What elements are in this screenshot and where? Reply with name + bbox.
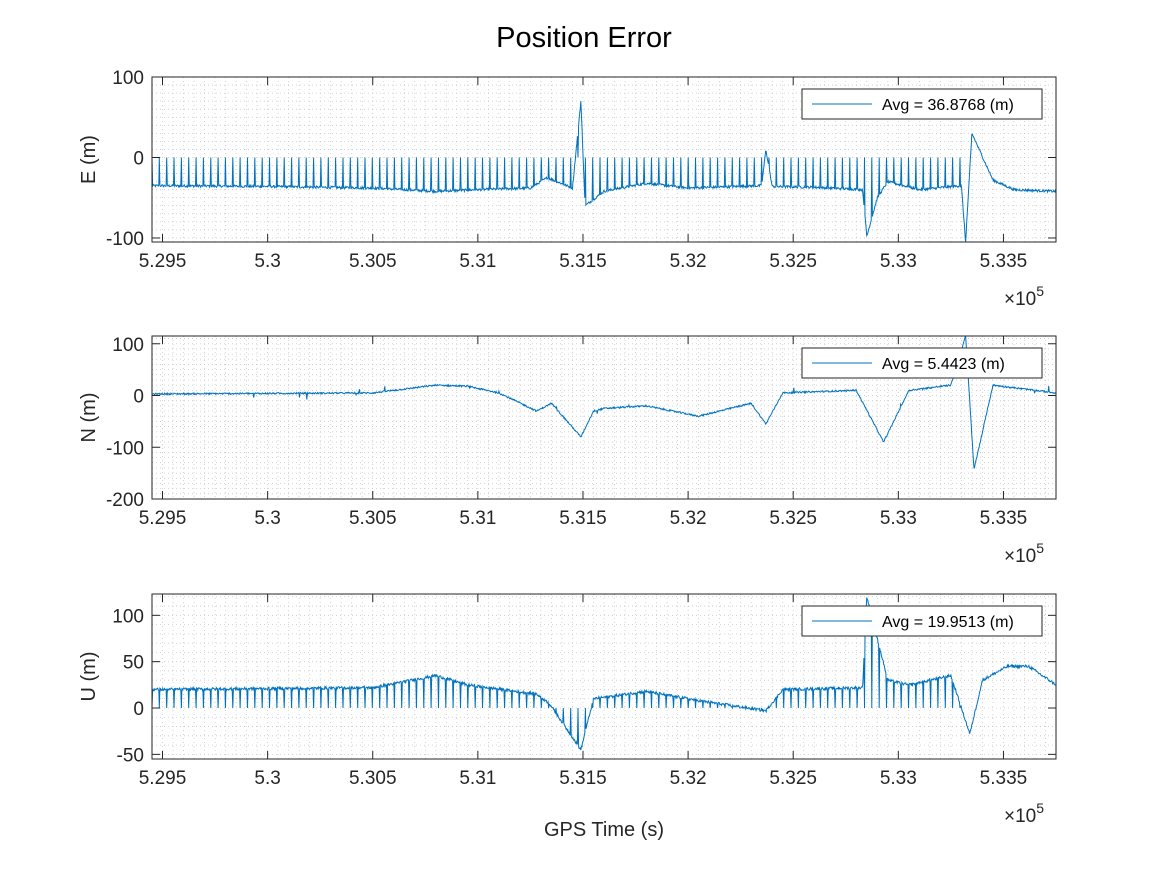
x-tick-label: 5.33 (880, 251, 917, 272)
grid (151, 594, 1057, 759)
legend: Avg = 36.8768 (m) (801, 88, 1043, 120)
x-tick-label: 5.295 (139, 508, 187, 529)
y-tick-label: -100 (106, 438, 144, 459)
y-tick-label: 50 (123, 653, 144, 674)
x-multiplier: ×10 (1004, 806, 1036, 827)
series-line (152, 335, 1057, 469)
x-tick-label: 5.305 (349, 768, 397, 789)
x-tick-label: 5.31 (459, 768, 496, 789)
x-axis-label: GPS Time (s) (544, 819, 664, 841)
x-tick-label: 5.32 (670, 251, 707, 272)
x-tick-label: 5.305 (349, 251, 397, 272)
axes-box (151, 335, 1057, 500)
y-tick-label: 100 (112, 335, 144, 356)
x-multiplier: ×10 (1004, 546, 1036, 567)
y-axis-label: N (m) (78, 393, 100, 443)
x-tick-label: 5.33 (880, 508, 917, 529)
legend: Avg = 5.4423 (m) (801, 347, 1043, 379)
subplot-1: 5.295 5.3 5.305 5.31 5.315 5.32 5.325 5.33 5.335… (78, 68, 1057, 310)
x-exponent: 5 (1036, 800, 1044, 816)
x-tick-label: 5.32 (670, 768, 707, 789)
x-exponent-label: ×105 (1004, 540, 1044, 567)
y-tick-label: 100 (112, 68, 144, 89)
x-tick-label: 5.315 (559, 251, 607, 272)
x-multiplier: ×10 (1004, 289, 1036, 310)
legend-label: Avg = 5.4423 (m) (882, 356, 1005, 373)
y-tick-label: 0 (133, 387, 144, 408)
x-tick-label: 5.335 (980, 508, 1028, 529)
y-axis-label: U (m) (78, 652, 100, 702)
y-tick-label: -50 (117, 745, 144, 766)
subplot-2: 5.295 5.3 5.305 5.31 5.315 5.32 5.325 5.33 5.335… (78, 335, 1057, 567)
x-tick-label: 5.325 (769, 768, 817, 789)
x-tick-label: 5.325 (769, 508, 817, 529)
y-tick-label: 0 (133, 148, 144, 169)
subplot-3: 5.295 5.3 5.305 5.31 5.315 5.32 5.325 5.33 5.335… (78, 593, 1057, 827)
y-tick-label: -200 (106, 490, 144, 511)
x-exponent-label: ×105 (1004, 283, 1044, 310)
legend-label: Avg = 19.9513 (m) (882, 614, 1014, 631)
chart-title: Position Error (496, 22, 672, 54)
y-tick-label: 0 (133, 699, 144, 720)
x-tick-label: 5.3 (254, 251, 280, 272)
x-tick-label: 5.295 (139, 768, 187, 789)
x-tick-label: 5.335 (980, 768, 1028, 789)
x-tick-label: 5.3 (254, 768, 280, 789)
legend-label: Avg = 36.8768 (m) (882, 97, 1014, 114)
x-tick-label: 5.315 (559, 768, 607, 789)
x-tick-label: 5.33 (880, 768, 917, 789)
y-axis-label: E (m) (78, 135, 100, 184)
axes-box (151, 593, 1057, 760)
series-line (151, 101, 1057, 243)
x-tick-label: 5.305 (349, 508, 397, 529)
x-exponent: 5 (1036, 540, 1044, 556)
x-tick-label: 5.315 (559, 508, 607, 529)
x-tick-label: 5.325 (769, 251, 817, 272)
series-line (151, 597, 1057, 751)
x-tick-label: 5.31 (459, 251, 496, 272)
x-tick-label: 5.31 (459, 508, 496, 529)
x-tick-label: 5.335 (980, 251, 1028, 272)
x-tick-label: 5.3 (254, 508, 280, 529)
axes-box (151, 76, 1057, 243)
legend: Avg = 19.9513 (m) (801, 605, 1043, 637)
x-tick-label: 5.295 (139, 251, 187, 272)
x-tick-label: 5.32 (670, 508, 707, 529)
subplot-panels: 5.295 5.3 5.305 5.31 5.315 5.32 5.325 5.33 5.335… (78, 68, 1057, 827)
y-tick-label: 100 (112, 606, 144, 627)
x-exponent: 5 (1036, 283, 1044, 299)
x-exponent-label: ×105 (1004, 800, 1044, 827)
y-tick-label: -100 (106, 229, 144, 250)
